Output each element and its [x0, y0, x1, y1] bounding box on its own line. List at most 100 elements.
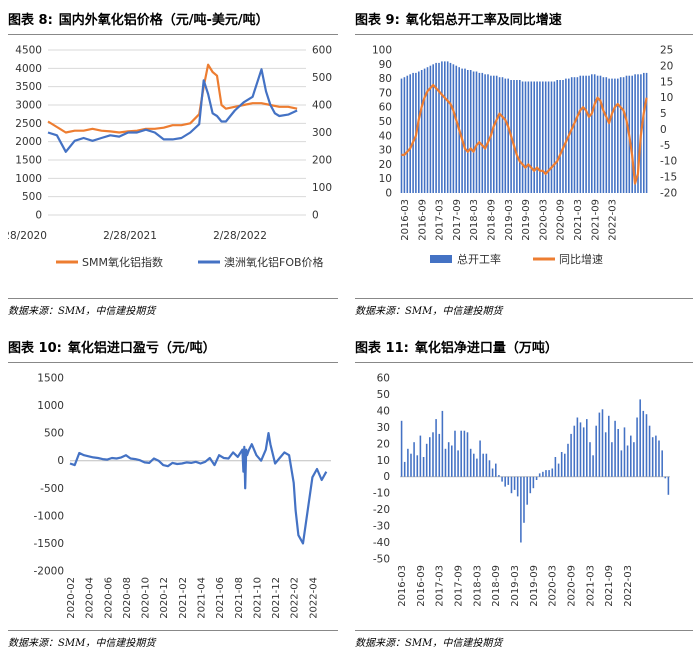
bar [444, 448, 447, 477]
y-right-tick-label: 200 [312, 155, 332, 167]
bar [643, 72, 645, 193]
operating-rate-chart: 0 10 20 30 40 50 60 70 80 90 100 -20 -15 -10 -5 0 5 10 15 2… [372, 45, 677, 267]
x-tick-label: 2021-08 [234, 577, 245, 619]
bar [504, 78, 507, 193]
bar [539, 81, 541, 193]
bar [473, 453, 475, 477]
y-right-tick-label: 5 [660, 108, 667, 120]
bar [475, 71, 478, 193]
panel-aluminum-oxide-price: 图表 8: 国内外氧化铝价格（元/吨-美元/吨） 0 500 1000 1500 2000… [8, 10, 353, 317]
y-right-tick-label: 500 [312, 72, 332, 84]
y-left-tick-label: 100 [372, 45, 392, 57]
bar [576, 77, 579, 193]
y-tick-label: 30 [377, 422, 390, 434]
y-left-tick-label: 3000 [15, 100, 42, 112]
x-tick-label: 2020-06 [103, 577, 114, 619]
bar [410, 453, 412, 477]
bar [617, 78, 619, 193]
bar [420, 70, 423, 193]
bar [463, 430, 466, 477]
y-right-tick-label: 10 [660, 92, 673, 104]
bar [521, 81, 524, 193]
bar [605, 77, 608, 193]
panel-operating-rate: 图表 9: 氧化铝总开工率及同比增速 0 10 20 30 40 50 60 70 80 90 100… [355, 10, 700, 317]
y-tick-label: -10 [373, 488, 390, 500]
bar [626, 445, 629, 477]
bar [562, 80, 564, 193]
bar [542, 81, 544, 193]
bar [645, 72, 648, 193]
x-tick-label: 2021-04 [197, 577, 208, 619]
bar [419, 435, 422, 477]
x-tick-label: 2/28/2022 [213, 230, 267, 242]
bar [513, 476, 516, 490]
bar [592, 455, 594, 477]
y-right-tick-label: -10 [660, 156, 677, 168]
bar [485, 453, 488, 477]
bar [523, 476, 525, 523]
bar [403, 77, 406, 193]
x-tick-label: 2019-03 [504, 199, 515, 241]
bar [527, 81, 530, 193]
bar [412, 72, 414, 193]
bar [501, 77, 504, 193]
y-right-tick-label: 20 [660, 60, 673, 72]
y-tick-label: 500 [44, 428, 64, 440]
x-tick-label: 2021-09 [604, 565, 615, 607]
x-tick-label: 2021-06 [215, 577, 226, 619]
bar [493, 75, 495, 193]
y-right-tick-label: 100 [312, 182, 332, 194]
y-left-tick-label: 2000 [15, 136, 42, 148]
bar [444, 61, 446, 194]
y-tick-label: -500 [40, 483, 64, 495]
bar [530, 81, 533, 193]
bar [588, 75, 590, 193]
bar [535, 476, 538, 480]
bar [591, 74, 593, 193]
y-tick-label: -2000 [33, 566, 64, 578]
y-right-tick-label: -20 [660, 188, 677, 200]
bar [488, 460, 491, 477]
bar [564, 453, 566, 477]
bar [426, 67, 429, 193]
bar [425, 443, 428, 477]
title-divider [8, 34, 338, 35]
x-tick-label: 2020-03 [538, 199, 549, 241]
chart-title: 氧化铝总开工率及同比增速 [405, 13, 562, 28]
bar [645, 414, 648, 477]
bar [479, 440, 481, 477]
bar [526, 476, 528, 505]
bar [598, 412, 601, 477]
bar [589, 442, 591, 477]
y-tick-label: 0 [383, 471, 390, 483]
bar [651, 437, 654, 477]
x-tick-label: 2021-03 [585, 565, 596, 607]
bar [491, 468, 494, 477]
x-tick-label: 2016-09 [417, 199, 428, 241]
bar [582, 427, 585, 477]
bar [413, 442, 415, 477]
bar [466, 432, 469, 477]
panel-net-import: 图表 11: 氧化铝净进口量（万吨） -50 -40 -30 -20 -10 0 10 20 30… [355, 338, 700, 653]
bar [498, 77, 501, 193]
bar [550, 81, 553, 193]
bar [429, 65, 432, 193]
series-line [47, 63, 298, 134]
title-divider [355, 362, 693, 363]
bar [495, 463, 497, 477]
x-tick-label: 2/28/2020 [8, 230, 47, 242]
bar [476, 458, 478, 477]
y-left-tick-label: 60 [379, 102, 392, 114]
bar [423, 68, 426, 193]
bar [441, 61, 443, 194]
x-tick-label: 2021-09 [590, 199, 601, 241]
bar [435, 62, 437, 194]
bar [658, 440, 660, 477]
bar [529, 476, 532, 494]
y-left-tick-label: 3500 [15, 81, 42, 93]
y-right-tick-label: 25 [660, 45, 673, 57]
x-tick-label: 2020-09 [556, 199, 567, 241]
bar [469, 448, 472, 477]
bar [625, 75, 628, 193]
y-left-tick-label: 50 [379, 116, 392, 128]
